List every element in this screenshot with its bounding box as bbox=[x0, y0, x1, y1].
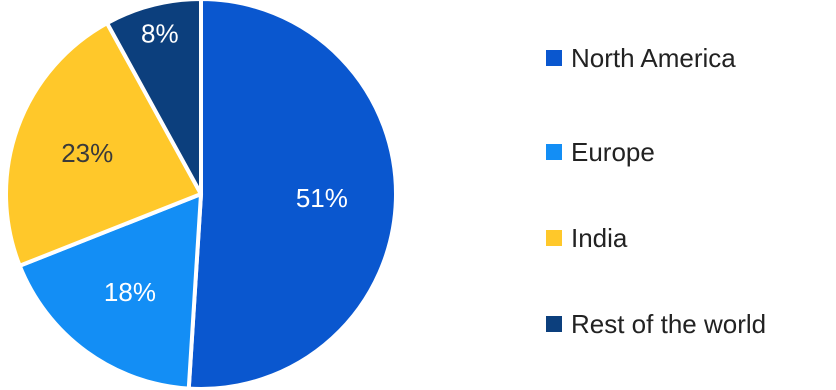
legend-item-europe: Europe bbox=[546, 134, 655, 170]
legend-item-rest-of-the-world: Rest of the world bbox=[546, 306, 766, 342]
pie-slice-rest-of-the-world bbox=[105, 0, 203, 196]
legend-swatch-europe bbox=[546, 144, 562, 160]
legend-swatch-rest-of-the-world bbox=[546, 316, 562, 332]
data-label-rest-of-the-world: 8% bbox=[141, 18, 179, 48]
legend-label-rest-of-the-world: Rest of the world bbox=[571, 308, 767, 339]
data-label-europe: 18% bbox=[104, 277, 156, 307]
legend-item-north-america: North America bbox=[546, 40, 736, 76]
legend-label-north-america: North America bbox=[571, 42, 736, 73]
pie-slice-india bbox=[4, 21, 203, 268]
legend-label-india: India bbox=[571, 222, 628, 253]
pie-slice-north-america bbox=[186, 0, 398, 390]
legend-item-india: India bbox=[546, 220, 627, 256]
legend-swatch-india bbox=[546, 230, 562, 246]
data-label-north-america: 51% bbox=[296, 183, 348, 213]
legend-label-europe: Europe bbox=[571, 136, 655, 167]
data-label-india: 23% bbox=[61, 138, 113, 168]
legend-swatch-north-america bbox=[546, 50, 562, 66]
pie-slice-europe bbox=[17, 192, 203, 390]
